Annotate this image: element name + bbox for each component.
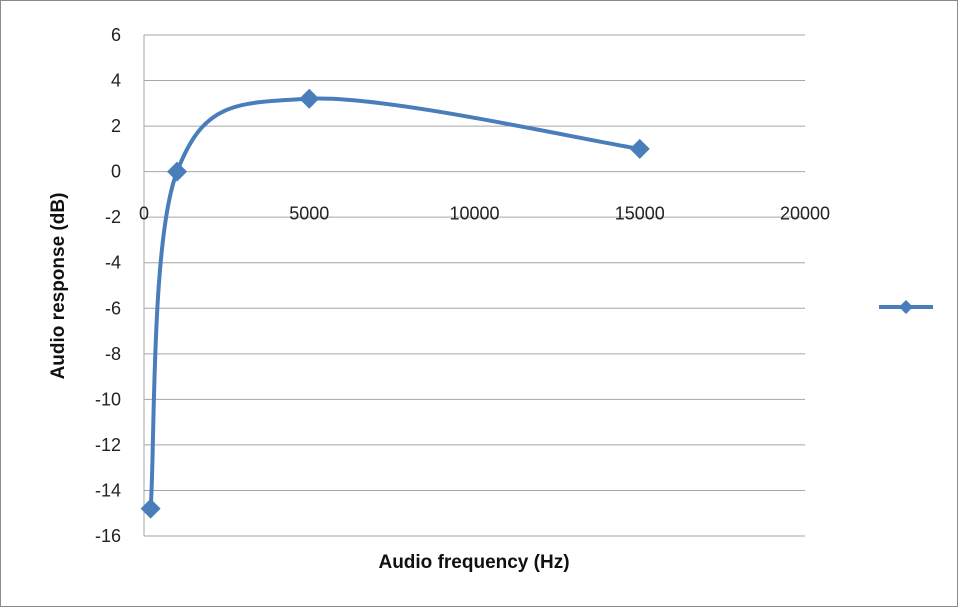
- series-line: [151, 99, 640, 509]
- x-tick-label: 10000: [449, 204, 499, 224]
- y-tick-label: -14: [95, 480, 121, 500]
- x-tick-label: 5000: [289, 204, 329, 224]
- y-axis-ticks: 6 4 2 0 -2 -4 -6 -8 -10 -12 -14 -16: [95, 25, 121, 546]
- data-point-marker: [167, 162, 187, 182]
- x-tick-label: 0: [139, 204, 149, 224]
- y-tick-label: -10: [95, 389, 121, 409]
- data-point-marker: [630, 139, 650, 159]
- legend-marker: [899, 300, 913, 314]
- series-layer: [141, 89, 650, 519]
- x-tick-label: 15000: [615, 204, 665, 224]
- y-tick-label: -6: [105, 298, 121, 318]
- y-tick-label: -2: [105, 207, 121, 227]
- y-tick-label: 2: [111, 116, 121, 136]
- x-axis-title: Audio frequency (Hz): [378, 552, 569, 573]
- y-tick-label: -16: [95, 526, 121, 546]
- gridlines: [144, 35, 805, 536]
- y-tick-label: 4: [111, 71, 121, 91]
- legend: [879, 300, 933, 314]
- y-tick-label: -12: [95, 435, 121, 455]
- y-tick-label: -4: [105, 253, 121, 273]
- y-tick-label: -8: [105, 344, 121, 364]
- y-axis-title: Audio response (dB): [48, 193, 69, 380]
- y-tick-label: 0: [111, 162, 121, 182]
- x-tick-label: 20000: [780, 204, 830, 224]
- y-tick-label: 6: [111, 25, 121, 45]
- data-point-marker: [299, 89, 319, 109]
- x-axis-ticks: 0 5000 10000 15000 20000: [139, 204, 830, 224]
